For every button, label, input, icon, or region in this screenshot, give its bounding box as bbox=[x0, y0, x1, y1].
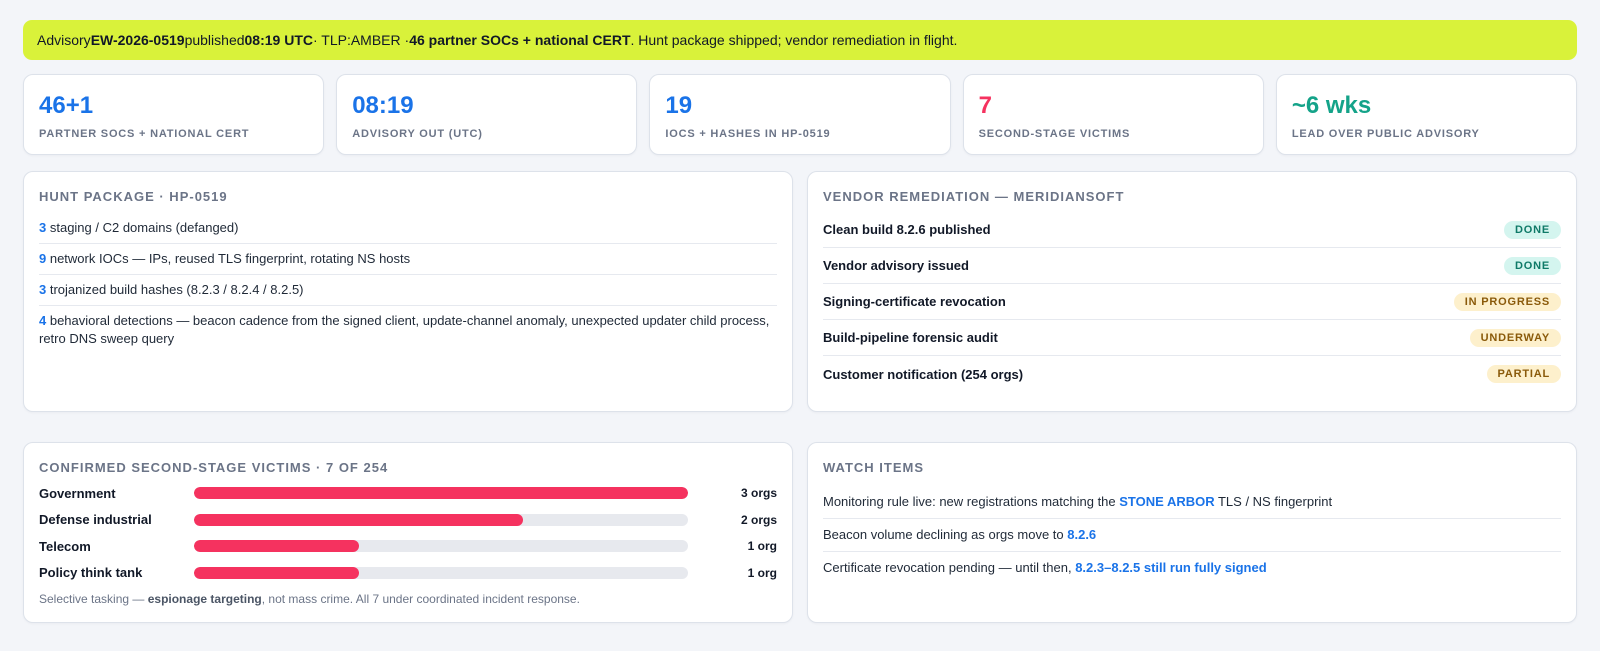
bar-value-label: 2 orgs bbox=[740, 512, 777, 527]
banner-text: published bbox=[184, 32, 245, 48]
bar-value-label: 3 orgs bbox=[740, 486, 777, 501]
victim-bar-row: Policy think tank 1 org bbox=[39, 560, 777, 587]
victim-bar-row: Telecom 1 org bbox=[39, 533, 777, 560]
bar-fill bbox=[194, 487, 688, 500]
remediation-task: Vendor advisory issued bbox=[823, 258, 969, 273]
hunt-item-count: 3 bbox=[39, 282, 47, 297]
hunt-item-text: network IOCs — IPs, reused TLS fingerpri… bbox=[46, 251, 411, 266]
advisory-id: EW-2026-0519 bbox=[90, 32, 185, 48]
watch-item: Monitoring rule live: new registrations … bbox=[823, 486, 1561, 519]
remediation-task: Signing-certificate revocation bbox=[823, 294, 1006, 309]
kpi-value: 08:19 bbox=[352, 92, 414, 119]
remediation-row: Customer notification (254 orgs) PARTIAL bbox=[823, 356, 1561, 392]
footnote-emphasis: espionage targeting bbox=[147, 592, 262, 606]
victims-card: Confirmed second-stage victims · 7 of 25… bbox=[23, 442, 793, 623]
victim-bar-row: Defense industrial 2 orgs bbox=[39, 507, 777, 534]
bar-category-label: Government bbox=[39, 485, 116, 501]
watch-item-text: TLS / NS fingerprint bbox=[1214, 494, 1333, 509]
bar-value-label: 1 org bbox=[747, 565, 777, 580]
published-time: 08:19 UTC bbox=[244, 32, 313, 48]
remediation-row: Build-pipeline forensic audit UNDERWAY bbox=[823, 320, 1561, 356]
watch-item-text: Beacon volume declining as orgs move to bbox=[823, 527, 1068, 542]
watch-item-text: Certificate revocation pending — until t… bbox=[823, 560, 1076, 575]
remediation-task: Customer notification (254 orgs) bbox=[823, 366, 1024, 382]
bar-track bbox=[194, 566, 688, 579]
victims-title: Confirmed second-stage victims · 7 of 25… bbox=[39, 460, 389, 475]
hunt-package-card: Hunt package · HP-0519 3 staging / C2 do… bbox=[23, 171, 793, 412]
remediation-row: Signing-certificate revocation IN PROGRE… bbox=[823, 284, 1561, 320]
banner-text: . Hunt package shipped; vendor remediati… bbox=[630, 32, 958, 48]
kpi-card: 19 IOCs + hashes in HP-0519 bbox=[649, 74, 951, 155]
kpi-value: 7 bbox=[978, 92, 992, 119]
kpi-label: Advisory out (UTC) bbox=[352, 128, 483, 140]
hunt-item: 3 staging / C2 domains (defanged) bbox=[39, 213, 777, 244]
hunt-item: 3 trojanized build hashes (8.2.3 / 8.2.4… bbox=[39, 275, 777, 306]
kpi-value: 19 bbox=[665, 92, 693, 119]
watch-item-text: Monitoring rule live: new registrations … bbox=[823, 494, 1120, 509]
hunt-item-text: trojanized build hashes (8.2.3 / 8.2.4 /… bbox=[46, 282, 304, 297]
hunt-item-text: behavioral detections — beacon cadence f… bbox=[39, 313, 770, 346]
watch-items-card: Watch items Monitoring rule live: new re… bbox=[807, 442, 1577, 623]
victims-bar-chart: Government 3 orgs Defense industrial 2 orgs… bbox=[39, 480, 777, 586]
footnote-text: Selective tasking — bbox=[39, 592, 148, 606]
remediation-task: Clean build 8.2.6 published bbox=[823, 222, 991, 237]
kpi-card: ~6 wks Lead over public advisory bbox=[1275, 74, 1578, 155]
kpi-label: Second-stage victims bbox=[978, 128, 1131, 140]
remediation-task: Build-pipeline forensic audit bbox=[823, 330, 998, 345]
kpi-label: Partner SOCs + national CERT bbox=[39, 128, 250, 140]
status-badge: DONE bbox=[1504, 220, 1561, 239]
watch-item: Beacon volume declining as orgs move to … bbox=[823, 519, 1561, 552]
bar-category-label: Telecom bbox=[39, 538, 91, 554]
victim-bar-row: Government 3 orgs bbox=[39, 480, 777, 507]
distribution-reach: 46 partner SOCs + national CERT bbox=[409, 32, 631, 48]
hunt-item-text: staging / C2 domains (defanged) bbox=[46, 220, 239, 235]
watch-item-highlight: 8.2.6 bbox=[1067, 527, 1097, 542]
banner-text: · TLP:AMBER · bbox=[312, 32, 410, 48]
kpi-label: Lead over public advisory bbox=[1291, 128, 1480, 140]
hunt-item-count: 9 bbox=[39, 251, 47, 266]
bar-track bbox=[194, 540, 688, 553]
remediation-row: Clean build 8.2.6 published DONE bbox=[823, 212, 1561, 248]
hunt-item: 4 behavioral detections — beacon cadence… bbox=[39, 306, 777, 354]
kpi-card: 7 Second-stage victims bbox=[962, 74, 1264, 155]
kpi-label: IOCs + hashes in HP-0519 bbox=[665, 128, 831, 140]
kpi-value: ~6 wks bbox=[1291, 92, 1372, 119]
status-badge: PARTIAL bbox=[1486, 365, 1561, 383]
kpi-value: 46+1 bbox=[39, 92, 94, 119]
status-badge: DONE bbox=[1504, 256, 1561, 275]
status-badge: IN PROGRESS bbox=[1453, 292, 1561, 311]
kpi-row: 46+1 Partner SOCs + national CERT 08:19 … bbox=[23, 74, 1578, 155]
watch-item-highlight: 8.2.3–8.2.5 still run fully signed bbox=[1075, 560, 1267, 575]
bar-value-label: 1 org bbox=[747, 539, 777, 554]
kpi-card: 46+1 Partner SOCs + national CERT bbox=[23, 74, 325, 155]
advisory-banner: Advisory EW-2026-0519 published 08:19 UT… bbox=[23, 20, 1577, 60]
bar-track bbox=[194, 513, 688, 526]
bar-track bbox=[194, 487, 688, 500]
victims-footnote: Selective tasking — espionage targeting,… bbox=[39, 592, 777, 606]
bar-category-label: Policy think tank bbox=[39, 565, 143, 581]
hunt-package-title: Hunt package · HP-0519 bbox=[39, 189, 228, 204]
hunt-item: 9 network IOCs — IPs, reused TLS fingerp… bbox=[39, 244, 777, 275]
vendor-remediation-title: Vendor remediation — MeridianSoft bbox=[823, 189, 1125, 204]
watch-items-title: Watch items bbox=[823, 460, 925, 475]
hunt-item-count: 3 bbox=[39, 220, 47, 235]
bar-fill bbox=[194, 513, 524, 526]
banner-text: Advisory bbox=[37, 32, 91, 48]
kpi-card: 08:19 Advisory out (UTC) bbox=[336, 74, 638, 155]
status-badge: UNDERWAY bbox=[1469, 328, 1561, 347]
vendor-remediation-card: Vendor remediation — MeridianSoft Clean … bbox=[807, 171, 1577, 412]
watch-item: Certificate revocation pending — until t… bbox=[823, 552, 1561, 584]
bar-fill bbox=[194, 566, 359, 579]
watch-item-highlight: STONE ARBOR bbox=[1119, 494, 1215, 509]
remediation-row: Vendor advisory issued DONE bbox=[823, 248, 1561, 284]
bar-fill bbox=[194, 540, 359, 553]
footnote-text: , not mass crime. All 7 under coordinate… bbox=[261, 592, 580, 606]
hunt-item-count: 4 bbox=[39, 313, 47, 328]
bar-category-label: Defense industrial bbox=[39, 512, 152, 528]
